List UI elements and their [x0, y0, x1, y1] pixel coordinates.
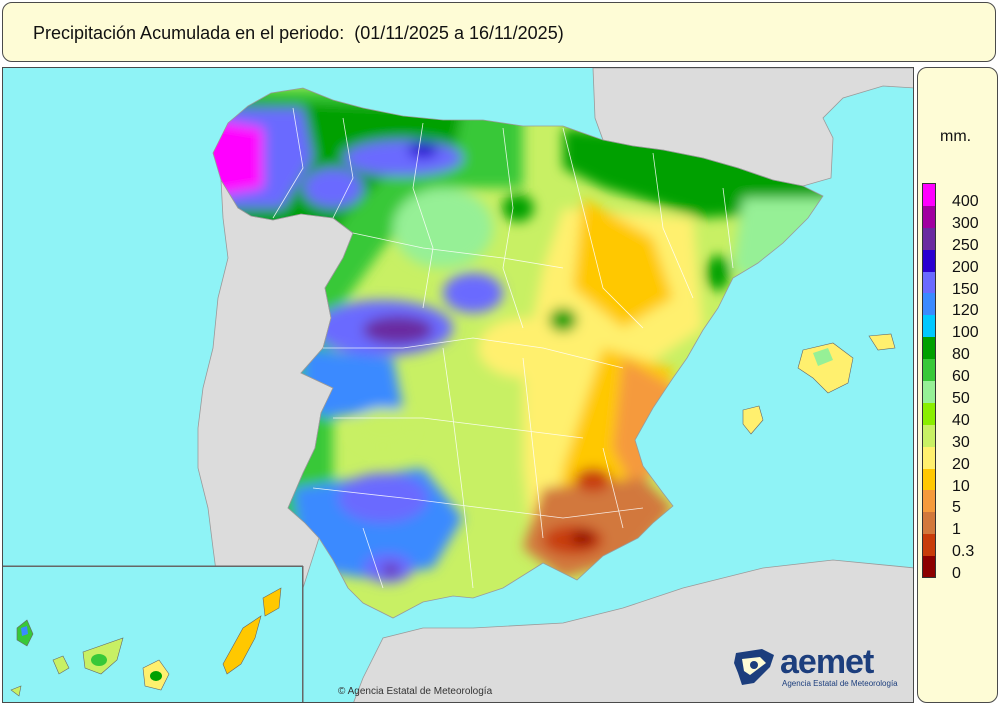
legend-label: 30 [952, 433, 970, 451]
legend-label: 0 [952, 565, 961, 583]
legend-label: 120 [952, 302, 979, 320]
africa-landmass [353, 559, 913, 702]
legend-swatch [922, 534, 936, 557]
legend-label: 300 [952, 214, 979, 232]
legend-label: 80 [952, 346, 970, 364]
legend-label: 250 [952, 236, 979, 254]
title-bar: Precipitación Acumulada en el periodo: (… [2, 2, 996, 62]
legend-label: 100 [952, 324, 979, 342]
province-boundaries [272, 107, 734, 589]
legend-swatch [922, 424, 936, 447]
spain-outline [212, 87, 824, 619]
legend-label: 5 [952, 499, 961, 517]
legend-swatch [922, 402, 936, 425]
legend-panel: mm. 400 300 250 200 150 120 100 80 60 50 40 30 20 10 5… [917, 67, 998, 703]
aemet-logo: aemet Agencia Estatal de Meteorología [732, 643, 902, 693]
legend-label: 200 [952, 258, 979, 276]
legend-swatch [922, 293, 936, 316]
precipitation-map [3, 68, 913, 702]
legend-label: 60 [952, 368, 970, 386]
copyright-text: © Agencia Estatal de Meteorología [338, 686, 493, 697]
legend-label: 10 [952, 477, 970, 495]
legend-swatch [922, 556, 936, 579]
legend-swatch [922, 271, 936, 294]
legend-swatch [922, 227, 936, 250]
legend-top-border [922, 183, 936, 184]
legend-swatch [922, 381, 936, 404]
canary-inset-frame [3, 566, 303, 702]
legend-label: 50 [952, 390, 970, 408]
canary-islands-inset [3, 565, 304, 702]
legend-label: 400 [952, 193, 979, 210]
legend-label: 0.3 [952, 543, 975, 561]
legend-swatch [922, 359, 936, 382]
balearic-islands [742, 333, 896, 435]
aemet-logo-icon [734, 649, 774, 685]
legend-swatch [922, 490, 936, 513]
legend-swatch [922, 337, 936, 360]
legend-label: 20 [952, 455, 970, 473]
legend-swatch [922, 315, 936, 338]
legend-swatch [922, 468, 936, 491]
legend-unit: mm. [940, 128, 972, 145]
legend-label: 40 [952, 411, 970, 429]
aemet-logo-word: aemet [780, 643, 874, 681]
legend-swatch [922, 205, 936, 228]
legend-swatch [922, 446, 936, 469]
legend-swatch [922, 249, 936, 272]
map-panel [2, 67, 914, 703]
legend-swatch [922, 184, 936, 206]
legend-swatch [922, 512, 936, 535]
aemet-logo-subtitle: Agencia Estatal de Meteorología [782, 679, 898, 688]
page-title: Precipitación Acumulada en el periodo: (… [33, 23, 564, 43]
legend-label: 1 [952, 521, 961, 539]
legend-label: 150 [952, 280, 979, 298]
